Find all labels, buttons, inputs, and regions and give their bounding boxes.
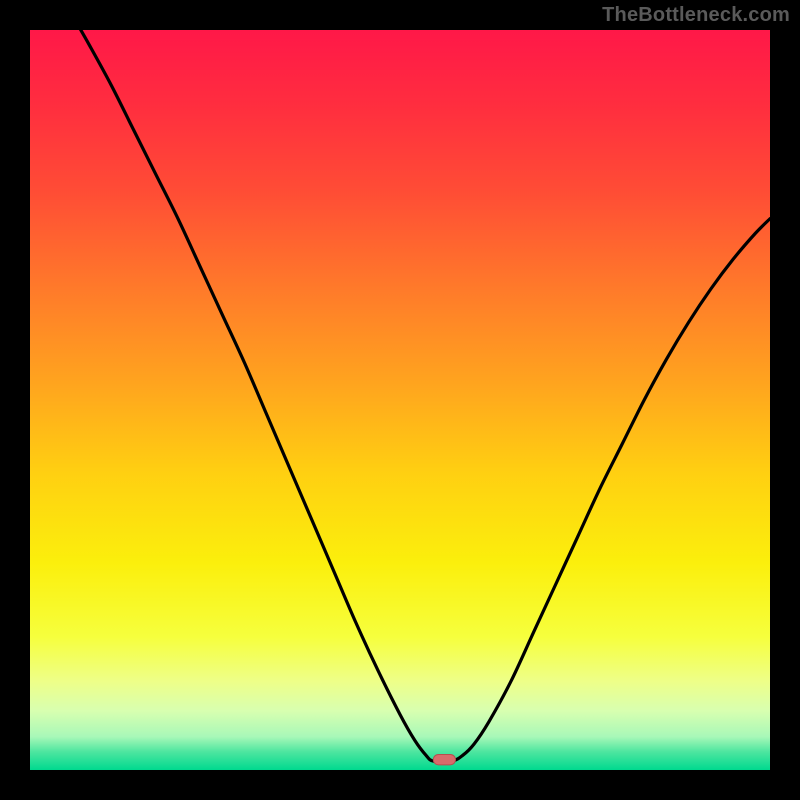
gradient-background xyxy=(30,30,770,770)
watermark-text: TheBottleneck.com xyxy=(602,4,790,27)
chart-frame: TheBottleneck.com xyxy=(0,0,800,800)
chart-svg xyxy=(30,30,770,770)
optimal-marker xyxy=(433,754,455,764)
plot-area xyxy=(30,30,770,770)
